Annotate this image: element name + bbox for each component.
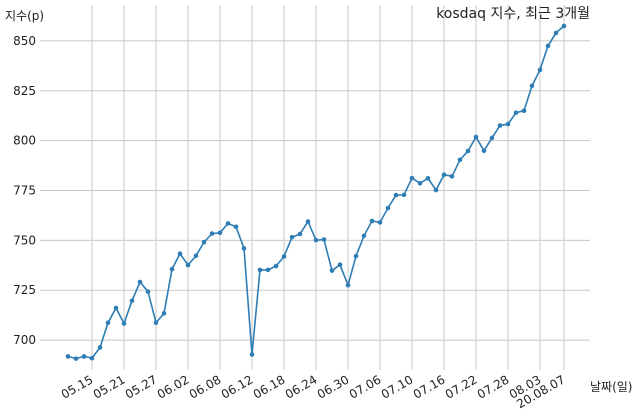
data-point <box>225 221 231 226</box>
data-point <box>337 262 343 267</box>
data-point <box>281 254 287 259</box>
x-tick-label: 05.21 <box>91 372 128 401</box>
y-tick-label: 775 <box>13 183 36 197</box>
data-point <box>417 181 423 186</box>
data-point <box>121 321 127 326</box>
x-tick-label: 07.10 <box>379 372 416 401</box>
data-point <box>457 157 463 163</box>
data-point <box>537 67 543 73</box>
x-tick-label: 06.12 <box>219 372 256 401</box>
data-point <box>489 135 495 141</box>
data-point <box>201 239 207 245</box>
data-point <box>321 237 327 242</box>
data-point <box>169 266 175 272</box>
y-tick-label: 800 <box>13 134 36 148</box>
data-point <box>313 237 319 243</box>
data-point <box>497 123 503 128</box>
data-point <box>153 320 159 326</box>
data-point <box>505 121 511 127</box>
data-point <box>393 192 399 198</box>
data-point <box>209 231 215 236</box>
y-axis-ticks: 700 725 750 775 800 825 850 <box>13 34 36 347</box>
data-point <box>449 174 455 179</box>
data-point <box>545 43 551 49</box>
x-tick-label: 05.15 <box>59 372 96 401</box>
data-point <box>473 134 479 140</box>
chart-title: kosdaq 지수, 최근 3개월 <box>436 6 590 22</box>
data-point <box>177 251 183 257</box>
y-tick-label: 725 <box>13 283 36 297</box>
data-point <box>113 305 119 311</box>
data-point <box>105 320 111 326</box>
data-point <box>465 148 471 154</box>
x-tick-label: 06.18 <box>251 372 288 401</box>
data-point <box>297 231 303 237</box>
x-tick-label: 07.28 <box>475 372 512 401</box>
data-point <box>369 218 375 224</box>
data-point <box>81 354 87 359</box>
data-point <box>249 352 255 357</box>
x-axis-ticks: 05.1505.2105.2706.0206.0806.1206.1806.24… <box>59 372 568 411</box>
data-point <box>241 246 247 251</box>
data-point <box>401 192 407 198</box>
data-point <box>305 219 311 224</box>
data-point <box>521 108 527 114</box>
data-point <box>441 172 447 178</box>
x-tick-label: 07.22 <box>443 372 480 401</box>
data-point <box>97 345 103 350</box>
data-point <box>137 279 143 285</box>
data-point <box>289 234 295 240</box>
y-tick-label: 700 <box>13 333 36 347</box>
data-point <box>145 289 151 294</box>
data-point <box>553 30 559 36</box>
data-point <box>233 224 239 230</box>
x-tick-label: 05.27 <box>123 372 160 401</box>
data-point <box>425 176 431 181</box>
data-point <box>353 253 359 259</box>
data-point <box>73 356 79 361</box>
data-point <box>257 267 263 273</box>
x-tick-label: 06.24 <box>283 372 320 401</box>
x-tick-label: 07.16 <box>411 372 448 401</box>
x-tick-label: 06.30 <box>315 372 352 401</box>
data-point <box>265 267 271 273</box>
data-point <box>193 253 199 259</box>
data-point <box>185 262 191 268</box>
data-point <box>561 23 567 29</box>
data-point <box>361 233 367 239</box>
y-tick-label: 825 <box>13 84 36 98</box>
y-tick-label: 850 <box>13 34 36 48</box>
x-tick-label: 06.02 <box>155 372 192 401</box>
data-point <box>329 268 335 273</box>
data-point <box>385 205 391 211</box>
data-point <box>161 311 167 316</box>
y-tick-label: 750 <box>13 233 36 247</box>
data-point <box>129 298 135 304</box>
x-axis-label: 날짜(일) <box>590 380 632 394</box>
x-tick-label: 07.06 <box>347 372 384 401</box>
data-point <box>65 354 71 359</box>
x-tick-label: 06.08 <box>187 372 224 401</box>
series-kosdaq <box>65 23 567 361</box>
y-axis-label: 지수(p) <box>5 9 44 23</box>
data-point <box>529 83 535 89</box>
data-point <box>217 230 223 236</box>
data-point <box>513 110 519 116</box>
data-point <box>433 187 439 193</box>
data-point <box>377 220 383 225</box>
data-point <box>409 175 415 181</box>
data-point <box>345 282 351 288</box>
data-point <box>273 263 279 269</box>
data-point <box>481 148 487 154</box>
data-point <box>89 355 95 361</box>
grid <box>40 5 590 370</box>
